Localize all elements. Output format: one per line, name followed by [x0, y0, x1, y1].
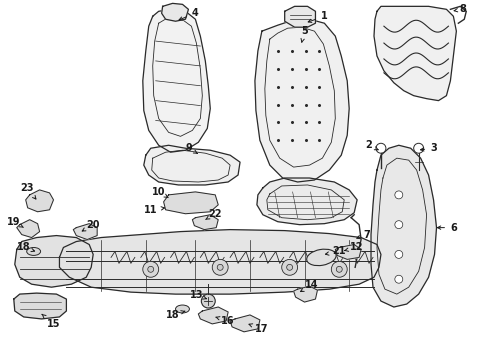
Circle shape — [376, 143, 386, 153]
Polygon shape — [255, 19, 349, 182]
Text: 17: 17 — [249, 324, 269, 334]
Text: 20: 20 — [82, 220, 100, 231]
Circle shape — [395, 275, 403, 283]
Polygon shape — [335, 244, 361, 260]
Text: 1: 1 — [308, 11, 328, 22]
Text: 10: 10 — [152, 187, 168, 198]
Circle shape — [395, 251, 403, 258]
Text: 5: 5 — [301, 26, 308, 42]
Polygon shape — [371, 145, 437, 307]
Text: 23: 23 — [20, 183, 36, 199]
Polygon shape — [17, 220, 40, 238]
Polygon shape — [25, 190, 53, 212]
Polygon shape — [144, 145, 240, 185]
Text: 19: 19 — [7, 217, 24, 228]
Text: 15: 15 — [42, 314, 60, 329]
Polygon shape — [374, 6, 456, 100]
Polygon shape — [294, 286, 318, 302]
Circle shape — [143, 261, 159, 277]
Circle shape — [148, 266, 154, 272]
Text: 8: 8 — [454, 4, 467, 14]
Polygon shape — [15, 235, 93, 287]
Text: 18: 18 — [17, 243, 35, 252]
Text: 14: 14 — [300, 280, 318, 292]
Circle shape — [395, 221, 403, 229]
Text: 22: 22 — [206, 209, 222, 220]
Text: 13: 13 — [190, 290, 206, 300]
Text: 11: 11 — [144, 205, 165, 215]
Circle shape — [201, 294, 215, 308]
Ellipse shape — [175, 305, 190, 313]
Polygon shape — [14, 293, 66, 319]
Text: 18: 18 — [166, 310, 185, 320]
Text: 6: 6 — [438, 222, 457, 233]
Circle shape — [331, 261, 347, 277]
Circle shape — [282, 260, 297, 275]
Polygon shape — [198, 307, 228, 324]
Ellipse shape — [26, 247, 41, 255]
Polygon shape — [162, 3, 189, 21]
Polygon shape — [230, 315, 260, 332]
Polygon shape — [59, 230, 381, 294]
Text: 16: 16 — [216, 316, 235, 326]
Circle shape — [287, 264, 293, 270]
Circle shape — [217, 264, 223, 270]
Text: 3: 3 — [420, 143, 437, 153]
Text: 12: 12 — [344, 243, 364, 252]
Text: 7: 7 — [357, 230, 370, 239]
Ellipse shape — [307, 249, 336, 266]
Text: 2: 2 — [366, 140, 378, 150]
Circle shape — [212, 260, 228, 275]
Circle shape — [414, 143, 424, 153]
Polygon shape — [74, 224, 97, 239]
Text: 9: 9 — [185, 143, 197, 153]
Text: 21: 21 — [325, 247, 346, 256]
Circle shape — [336, 266, 342, 272]
Polygon shape — [193, 215, 218, 230]
Text: 4: 4 — [179, 8, 199, 20]
Polygon shape — [285, 6, 316, 27]
Polygon shape — [257, 178, 357, 225]
Circle shape — [395, 191, 403, 199]
Polygon shape — [143, 9, 210, 152]
Polygon shape — [164, 192, 218, 214]
